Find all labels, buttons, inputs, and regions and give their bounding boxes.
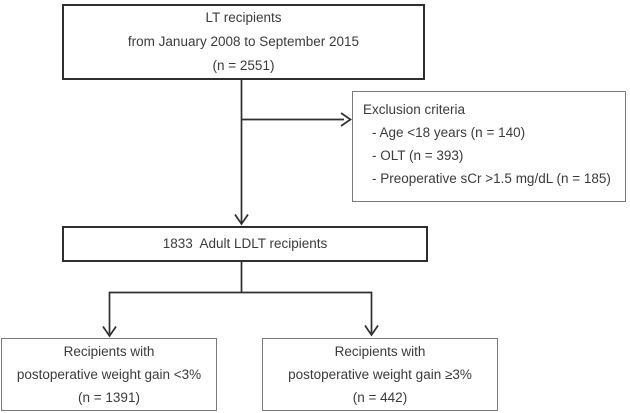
arrowhead-down-to-mid — [234, 214, 249, 226]
left-box-line-3: (n = 1391) — [78, 390, 140, 405]
arrowhead-down-right — [364, 325, 379, 337]
box-adult-ldlt-recipients: 1833 Adult LDLT recipients — [62, 226, 428, 262]
exclusion-item-scr: - Preoperative sCr >1.5 mg/dL (n = 185) — [372, 171, 611, 186]
box-weight-gain-lt3: Recipients with postoperative weight gai… — [1, 338, 217, 411]
right-box-line-2: postoperative weight gain ≥3% — [288, 367, 472, 382]
exclusion-item-olt: - OLT (n = 393) — [372, 148, 464, 163]
box-exclusion-criteria: Exclusion criteria - Age <18 years (n = … — [352, 91, 626, 202]
top-box-line-2: from January 2008 to September 2015 — [127, 34, 360, 49]
mid-box-label: 1833 Adult LDLT recipients — [162, 236, 328, 251]
box-lt-recipients: LT recipients from January 2008 to Septe… — [62, 4, 425, 80]
right-box-line-1: Recipients with — [334, 344, 426, 359]
top-box-line-1: LT recipients — [205, 10, 282, 25]
top-box-line-3: (n = 2551) — [212, 58, 275, 73]
exclusion-title: Exclusion criteria — [363, 102, 466, 117]
exclusion-item-age: - Age <18 years (n = 140) — [372, 125, 526, 140]
box-weight-gain-ge3: Recipients with postoperative weight gai… — [262, 338, 498, 411]
left-box-line-2: postoperative weight gain <3% — [16, 367, 202, 382]
left-box-line-1: Recipients with — [63, 344, 155, 359]
arrowhead-right-to-exclusion — [340, 112, 353, 127]
arrowhead-down-left — [102, 326, 117, 338]
right-box-line-3: (n = 442) — [352, 390, 408, 405]
